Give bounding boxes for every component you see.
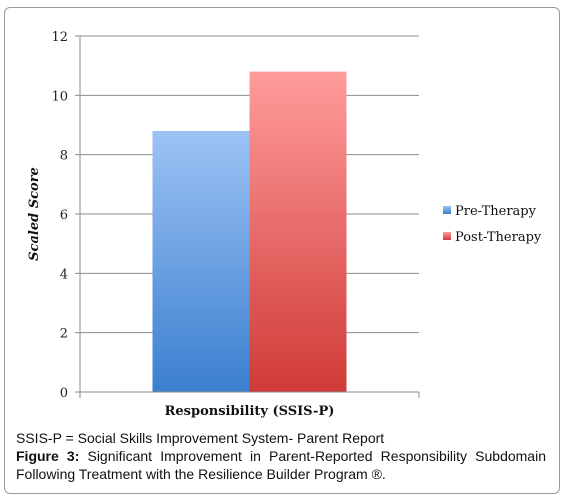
- bar-post-therapy: [249, 71, 347, 392]
- y-tick-label: 6: [60, 208, 68, 223]
- y-tick-label: 8: [60, 149, 68, 164]
- y-axis-title: Scaled Score: [27, 167, 42, 261]
- abbreviation-note: SSIS-P = Social Skills Improvement Syste…: [16, 430, 385, 446]
- figure-description: Figure 3: Significant Improvement in Par…: [16, 447, 546, 483]
- legend: Pre-Therapy Post-Therapy: [443, 204, 542, 245]
- y-tick-label: 12: [51, 30, 68, 45]
- figure-caption: SSIS-P = Social Skills Improvement Syste…: [16, 429, 546, 483]
- figure-text: Significant Improvement in Parent-Report…: [16, 448, 546, 482]
- legend-label: Post-Therapy: [455, 230, 542, 245]
- bar-chart: 0 2 4 6 8 10 12 Scaled Score Responsibility (S…: [27, 30, 542, 419]
- y-tick-label: 2: [60, 327, 68, 342]
- y-tick-label: 4: [60, 267, 68, 282]
- legend-swatch: [443, 232, 451, 240]
- legend-label: Pre-Therapy: [455, 204, 537, 219]
- x-category-label: Responsibility (SSIS-P): [165, 404, 335, 419]
- y-axis-ticks: 0 2 4 6 8 10 12: [51, 30, 68, 401]
- axes: [79, 36, 420, 398]
- figure-label: Figure 3:: [16, 448, 80, 464]
- y-tick-label: 10: [51, 89, 68, 104]
- legend-swatch: [443, 206, 451, 214]
- bars: [152, 71, 347, 392]
- y-tick-label: 0: [60, 386, 68, 401]
- bar-pre-therapy: [152, 130, 250, 392]
